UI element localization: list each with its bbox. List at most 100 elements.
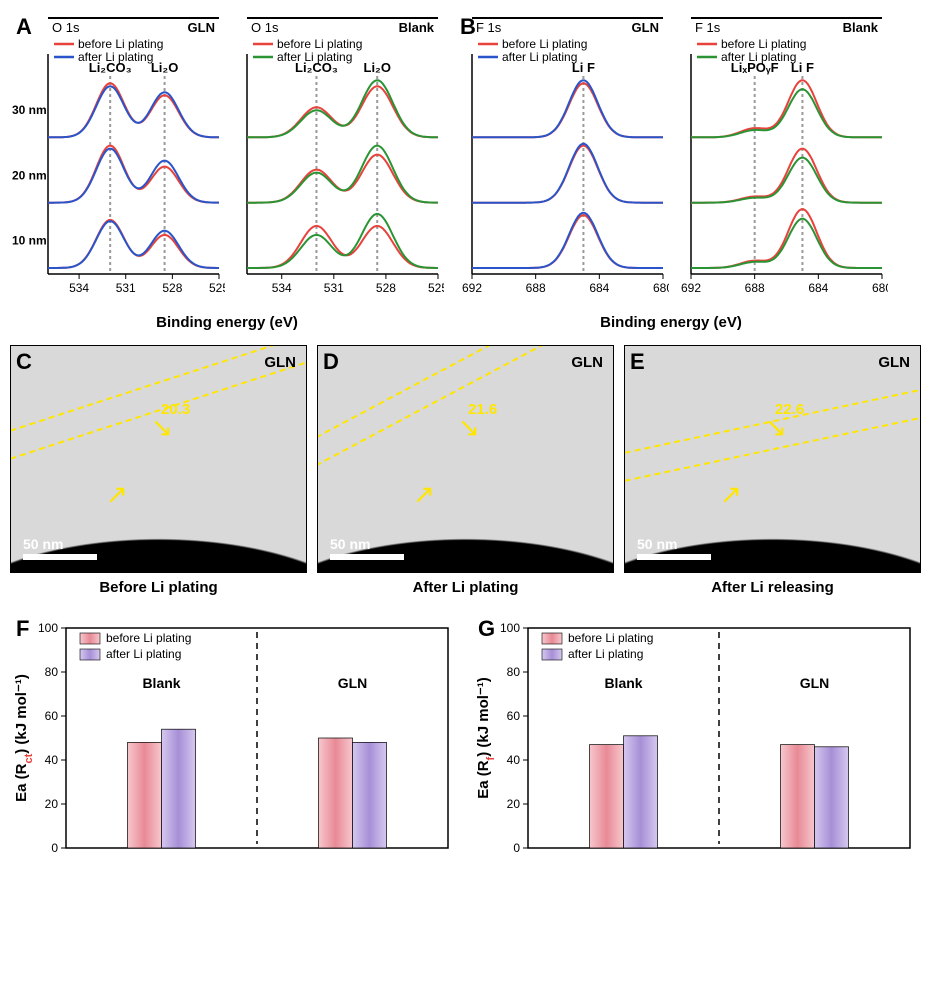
xps-row: AO 1sGLNbefore Li platingafter Li platin…: [10, 10, 920, 331]
xps-subpanel: O 1sBlankbefore Li platingafter Li plati…: [229, 10, 444, 320]
svg-text:Li F: Li F: [791, 60, 814, 75]
svg-text:692: 692: [681, 281, 701, 295]
svg-text:0: 0: [513, 841, 520, 855]
svg-text:GLN: GLN: [800, 675, 830, 691]
svg-text:GLN: GLN: [338, 675, 368, 691]
panel-label: F: [16, 616, 29, 642]
svg-text:531: 531: [116, 281, 136, 295]
svg-text:60: 60: [507, 709, 521, 723]
svg-text:0: 0: [51, 841, 58, 855]
svg-text:528: 528: [162, 281, 182, 295]
svg-text:531: 531: [324, 281, 344, 295]
svg-text:80: 80: [507, 665, 521, 679]
tem-tag: GLN: [878, 354, 910, 371]
xps-subpanel: F 1sBlankbefore Li platingafter Li plati…: [673, 10, 888, 320]
svg-text:GLN: GLN: [188, 20, 215, 35]
svg-text:525: 525: [209, 281, 225, 295]
svg-text:30 nm: 30 nm: [12, 103, 47, 117]
svg-text:Li₂O: Li₂O: [364, 60, 391, 75]
svg-text:20 nm: 20 nm: [12, 168, 47, 182]
svg-text:684: 684: [808, 281, 828, 295]
panel-label: A: [16, 14, 32, 40]
svg-text:before Li plating: before Li plating: [568, 631, 653, 645]
panel-label: C: [16, 349, 32, 375]
tem-panel-D: D21.6↘↗50 nmGLNAfter Li plating: [317, 345, 614, 596]
svg-text:40: 40: [45, 753, 59, 767]
svg-text:20: 20: [507, 797, 521, 811]
tem-tag: GLN: [264, 354, 296, 371]
svg-text:680: 680: [653, 281, 669, 295]
bar: [590, 745, 624, 848]
panel-label: D: [323, 349, 339, 375]
arrow-icon: ↘: [151, 414, 173, 440]
svg-text:before Li plating: before Li plating: [721, 37, 806, 51]
svg-text:80: 80: [45, 665, 59, 679]
bar: [319, 738, 353, 848]
arrow-icon: ↗: [413, 481, 435, 507]
panel-label: B: [460, 14, 476, 40]
svg-text:684: 684: [589, 281, 609, 295]
scale-bar: 50 nm: [23, 536, 97, 560]
bar: [162, 729, 196, 848]
svg-text:after Li plating: after Li plating: [568, 647, 643, 661]
arrow-icon: ↘: [765, 414, 787, 440]
svg-text:Blank: Blank: [843, 20, 879, 35]
svg-text:Blank: Blank: [604, 675, 642, 691]
svg-text:525: 525: [428, 281, 444, 295]
xps-panel-B: BF 1sGLNbefore Li platingafter Li platin…: [454, 10, 888, 331]
svg-text:534: 534: [69, 281, 89, 295]
bar: [624, 736, 658, 848]
arrow-icon: ↘: [458, 414, 480, 440]
scale-bar: 50 nm: [637, 536, 711, 560]
tem-caption: After Li plating: [317, 579, 614, 596]
svg-text:692: 692: [462, 281, 482, 295]
svg-text:40: 40: [507, 753, 521, 767]
scale-bar: 50 nm: [330, 536, 404, 560]
svg-text:before Li plating: before Li plating: [502, 37, 587, 51]
svg-text:before Li plating: before Li plating: [106, 631, 191, 645]
svg-text:528: 528: [376, 281, 396, 295]
arrow-icon: ↗: [720, 481, 742, 507]
svg-text:10 nm: 10 nm: [12, 234, 47, 248]
bar-panel-F: F 0 20 40 60 80 100 Ea (Rct) (kJ mol⁻¹) before L…: [10, 612, 458, 877]
tem-tag: GLN: [571, 354, 603, 371]
bar: [815, 747, 849, 848]
xps-subpanel: F 1s GLN before Li platingafter Li plating…: [454, 10, 669, 320]
svg-text:O 1s: O 1s: [52, 20, 80, 35]
svg-text:GLN: GLN: [632, 20, 659, 35]
svg-text:Li₂O: Li₂O: [151, 60, 178, 75]
svg-text:F 1s: F 1s: [695, 20, 721, 35]
svg-text:before Li plating: before Li plating: [78, 37, 163, 51]
svg-text:F 1s: F 1s: [476, 20, 502, 35]
svg-text:before Li plating: before Li plating: [277, 37, 362, 51]
tem-image: 20.3↘↗50 nmGLN: [10, 345, 307, 573]
svg-text:Blank: Blank: [399, 20, 435, 35]
tem-panel-C: C20.3↘↗50 nmGLNBefore Li plating: [10, 345, 307, 596]
svg-text:688: 688: [526, 281, 546, 295]
svg-text:after Li plating: after Li plating: [106, 647, 181, 661]
svg-text:60: 60: [45, 709, 59, 723]
tem-image: 21.6↘↗50 nmGLN: [317, 345, 614, 573]
svg-text:100: 100: [500, 621, 520, 635]
bar: [353, 742, 387, 848]
svg-text:after Li plating: after Li plating: [502, 50, 577, 64]
bar: [128, 742, 162, 848]
svg-text:LiₓPOᵧF: LiₓPOᵧF: [731, 60, 779, 75]
svg-text:Ea (Rct) (kJ mol⁻¹): Ea (Rct) (kJ mol⁻¹): [13, 674, 35, 802]
svg-text:O 1s: O 1s: [251, 20, 279, 35]
svg-text:534: 534: [272, 281, 292, 295]
bar-row: F 0 20 40 60 80 100 Ea (Rct) (kJ mol⁻¹) before L…: [10, 612, 920, 877]
tem-caption: After Li releasing: [624, 579, 921, 596]
arrow-icon: ↗: [106, 481, 128, 507]
svg-text:Li₂CO₃: Li₂CO₃: [295, 60, 338, 75]
panel-label: E: [630, 349, 645, 375]
svg-text:Li F: Li F: [572, 60, 595, 75]
panel-label: G: [478, 616, 495, 642]
svg-text:Li₂CO₃: Li₂CO₃: [89, 60, 132, 75]
xps-panel-A: AO 1sGLNbefore Li platingafter Li platin…: [10, 10, 444, 331]
tem-row: C20.3↘↗50 nmGLNBefore Li platingD21.6↘↗5…: [10, 345, 920, 596]
svg-text:100: 100: [38, 621, 58, 635]
svg-text:680: 680: [872, 281, 888, 295]
svg-text:20: 20: [45, 797, 59, 811]
xps-subpanel: O 1sGLNbefore Li platingafter Li plating…: [10, 10, 225, 320]
